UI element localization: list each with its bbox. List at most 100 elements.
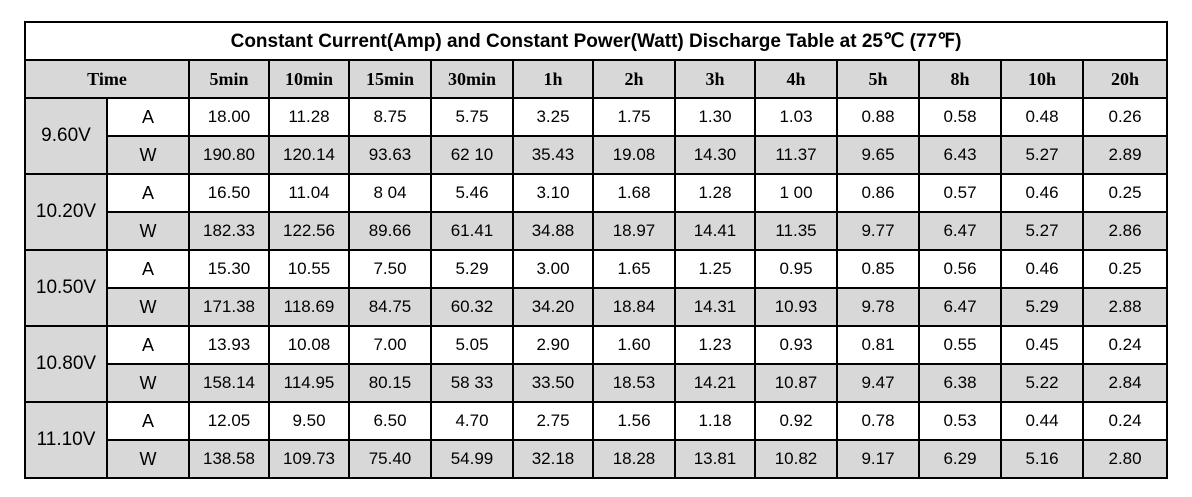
unit-label-amp: A (106, 97, 190, 137)
amp-value-cell: 5.05 (430, 325, 514, 365)
amp-value-cell: 7.00 (348, 325, 432, 365)
column-header: 20h (1081, 59, 1169, 99)
discharge-table-container: Constant Current(Amp) and Constant Power… (23, 21, 1169, 480)
watt-value-cell: 190.80 (188, 135, 270, 175)
amp-value-cell: 5.75 (430, 97, 514, 137)
watt-value-cell: 62 10 (430, 135, 514, 175)
amp-value-cell: 0.26 (1081, 97, 1169, 137)
table-row: 10.80V A 13.93 10.08 7.00 5.05 2.90 1.60 1.23 0.9… (24, 325, 1169, 403)
amp-value-cell: 0.53 (918, 401, 1002, 441)
watt-value-cell: 10.87 (754, 363, 838, 403)
table-row: W 158.14 114.95 80.15 58 33 33.50 18.53 14.21 10… (25, 363, 1169, 403)
watt-value-cell: 109.73 (268, 439, 350, 479)
column-header: 10min (268, 59, 350, 99)
unit-label-watt: W (106, 439, 190, 479)
amp-value-cell: 1.60 (592, 325, 676, 365)
amp-value-cell: 1.30 (674, 97, 756, 137)
amp-value-cell: 5.46 (430, 173, 514, 213)
watt-value-cell: 9.47 (836, 363, 920, 403)
watt-value-cell: 120.14 (268, 135, 350, 175)
amp-value-cell: 0.48 (1000, 97, 1084, 137)
watt-value-cell: 18.28 (592, 439, 676, 479)
watt-value-cell: 5.27 (1000, 135, 1084, 175)
amp-value-cell: 11.28 (268, 97, 350, 137)
unit-label-amp: A (106, 249, 190, 289)
column-header: 5h (836, 59, 920, 99)
amp-value-cell: 18.00 (188, 97, 270, 137)
watt-value-cell: 89.66 (348, 211, 432, 251)
watt-value-cell: 5.22 (1000, 363, 1084, 403)
watt-value-cell: 6.29 (918, 439, 1002, 479)
amp-value-cell: 0.44 (1000, 401, 1084, 441)
table-row: 10.20V A 16.50 11.04 8 04 5.46 3.10 1.68 1.28 1 0… (24, 173, 1169, 251)
amp-value-cell: 1.23 (674, 325, 756, 365)
amp-value-cell: 3.25 (512, 97, 594, 137)
amp-value-cell: 2.75 (512, 401, 594, 441)
unit-label-watt: W (106, 135, 190, 175)
watt-value-cell: 10.82 (754, 439, 838, 479)
voltage-label: 10.80V (24, 325, 108, 403)
watt-value-cell: 118.69 (268, 287, 350, 327)
watt-value-cell: 80.15 (348, 363, 432, 403)
unit-label-watt: W (106, 363, 190, 403)
watt-value-cell: 54.99 (430, 439, 514, 479)
amp-value-cell: 3.00 (512, 249, 594, 289)
amp-value-cell: 0.24 (1081, 325, 1169, 365)
watt-value-cell: 6.47 (918, 211, 1002, 251)
header-row: Time 5min 10min 15min 30min 1h 2h 3h 4h … (24, 59, 1169, 99)
column-header: 30min (430, 59, 514, 99)
watt-value-cell: 138.58 (188, 439, 270, 479)
watt-value-cell: 2.89 (1081, 135, 1169, 175)
amp-value-cell: 1.03 (754, 97, 838, 137)
amp-value-cell: 1.25 (674, 249, 756, 289)
watt-value-cell: 14.31 (674, 287, 756, 327)
watt-value-cell: 14.41 (674, 211, 756, 251)
amp-value-cell: 0.95 (754, 249, 838, 289)
voltage-label: 11.10V (24, 401, 108, 479)
watt-value-cell: 122.56 (268, 211, 350, 251)
watt-value-cell: 14.21 (674, 363, 756, 403)
amp-value-cell: 16.50 (188, 173, 270, 213)
watt-value-cell: 182.33 (188, 211, 270, 251)
amp-value-cell: 0.78 (836, 401, 920, 441)
amp-value-cell: 0.81 (836, 325, 920, 365)
table-row: 11.10V A 12.05 9.50 6.50 4.70 2.75 1.56 1.18 0.92… (24, 401, 1169, 479)
amp-value-cell: 0.86 (836, 173, 920, 213)
watt-value-cell: 33.50 (512, 363, 594, 403)
amp-value-cell: 0.25 (1081, 173, 1169, 213)
amp-value-cell: 6.50 (348, 401, 432, 441)
voltage-label: 9.60V (24, 97, 108, 175)
column-header: 8h (918, 59, 1002, 99)
watt-value-cell: 58 33 (430, 363, 514, 403)
title-row: Constant Current(Amp) and Constant Power… (23, 21, 1169, 61)
column-header: 10h (1000, 59, 1084, 99)
amp-value-cell: 7.50 (348, 249, 432, 289)
watt-value-cell: 32.18 (512, 439, 594, 479)
watt-value-cell: 13.81 (674, 439, 756, 479)
watt-value-cell: 18.53 (592, 363, 676, 403)
watt-value-cell: 2.88 (1081, 287, 1169, 327)
column-header: 5min (188, 59, 270, 99)
unit-label-amp: A (106, 173, 190, 213)
watt-value-cell: 158.14 (188, 363, 270, 403)
table-row: W 138.58 109.73 75.40 54.99 32.18 18.28 13.81 10… (25, 439, 1169, 479)
amp-value-cell: 0.24 (1081, 401, 1169, 441)
watt-value-cell: 5.16 (1000, 439, 1084, 479)
watt-value-cell: 6.43 (918, 135, 1002, 175)
amp-value-cell: 1 00 (754, 173, 838, 213)
amp-value-cell: 1.18 (674, 401, 756, 441)
watt-value-cell: 114.95 (268, 363, 350, 403)
amp-value-cell: 13.93 (188, 325, 270, 365)
voltage-label: 10.50V (24, 249, 108, 327)
amp-value-cell: 1.65 (592, 249, 676, 289)
watt-value-cell: 34.20 (512, 287, 594, 327)
watt-value-cell: 10.93 (754, 287, 838, 327)
table-row: W 190.80 120.14 93.63 62 10 35.43 19.08 14.30 11… (25, 135, 1169, 175)
amp-value-cell: 11.04 (268, 173, 350, 213)
watt-value-cell: 9.77 (836, 211, 920, 251)
amp-value-cell: 9.50 (268, 401, 350, 441)
amp-value-cell: 5.29 (430, 249, 514, 289)
watt-value-cell: 2.80 (1081, 439, 1169, 479)
column-header: 3h (674, 59, 756, 99)
column-header: 1h (512, 59, 594, 99)
